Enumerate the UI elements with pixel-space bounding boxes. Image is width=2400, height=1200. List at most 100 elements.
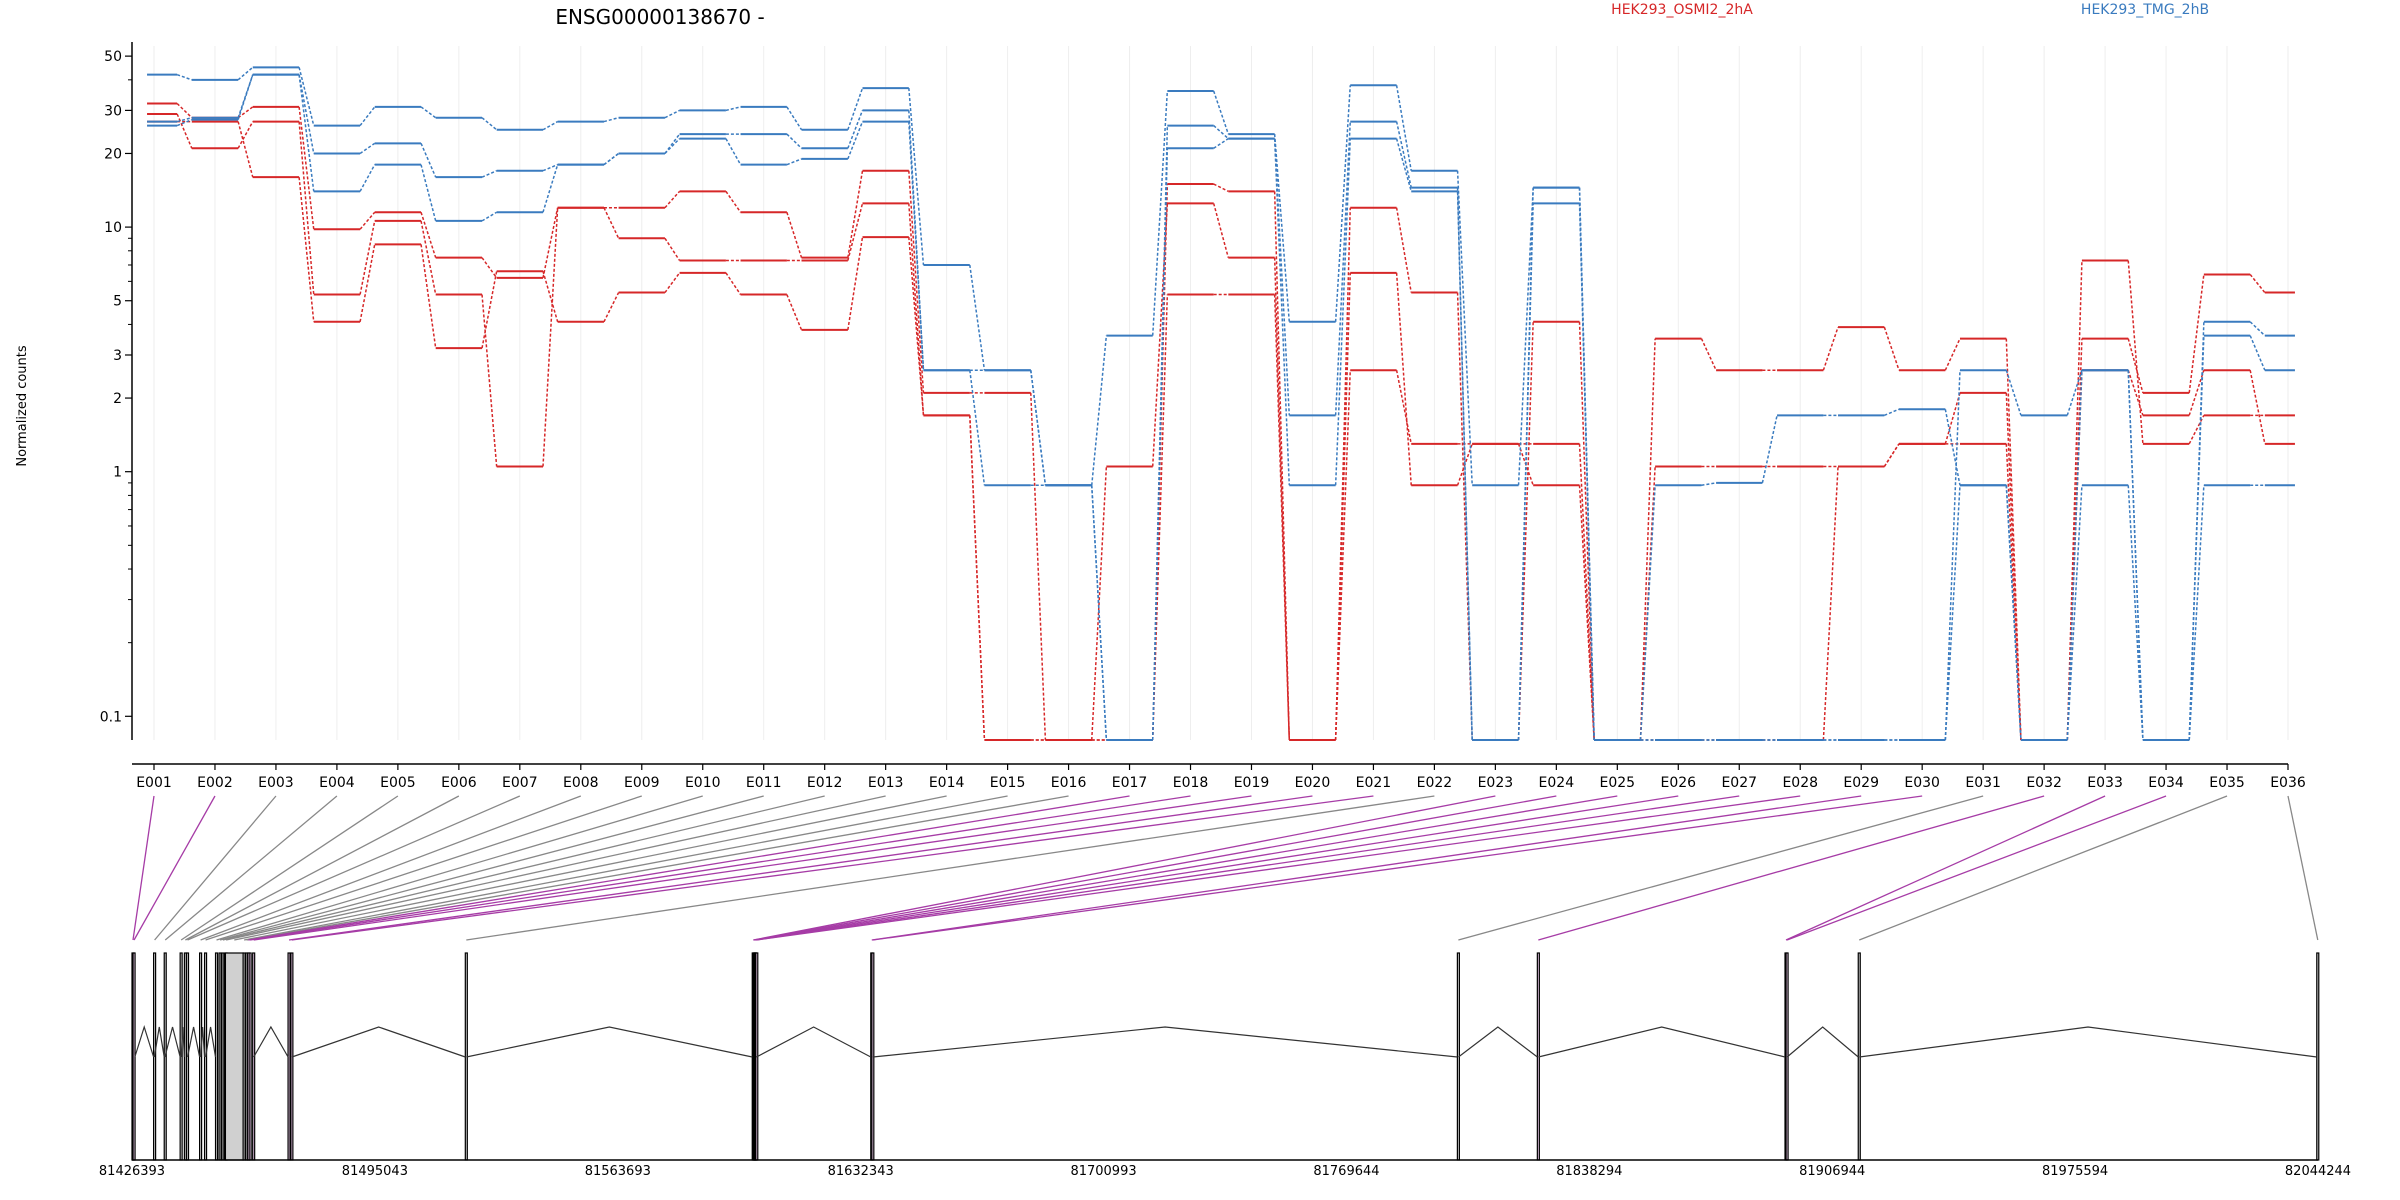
legend-label: HEK293_OSMI2_2hA — [1611, 2, 1753, 18]
connector-e013 — [225, 795, 886, 941]
intron-line — [164, 1026, 181, 1058]
exon-e018 — [248, 952, 252, 1161]
x-tick-label: E012 — [807, 775, 843, 791]
series-2 — [147, 112, 2295, 741]
coord-tick-label: 81563693 — [585, 1164, 651, 1179]
connector-e006 — [185, 795, 460, 941]
genomic-coordinate-axis: 81426393 81495043 81563693 81632343 81700993… — [99, 1159, 2351, 1179]
connector-e022 — [466, 795, 1435, 941]
connector-e002 — [133, 795, 216, 941]
x-tick-label: E002 — [197, 775, 233, 791]
connector-e025 — [754, 795, 1618, 941]
connector-e023 — [753, 795, 1496, 941]
x-tick-label: E036 — [2270, 775, 2306, 791]
y-tick-label: 5 — [113, 294, 122, 310]
intron-line — [186, 1026, 201, 1058]
x-tick-label: E007 — [502, 775, 538, 791]
x-tick-label: E024 — [1539, 775, 1575, 791]
series-transition-line — [176, 113, 2266, 741]
y-tick-label: 1 — [113, 465, 122, 481]
coord-tick-label: 81495043 — [342, 1164, 408, 1179]
coord-tick-label: 82044244 — [2285, 1164, 2351, 1179]
series-lines — [147, 66, 2295, 741]
coord-tick-label: 81632343 — [828, 1164, 894, 1179]
exon-e036 — [2316, 952, 2320, 1161]
x-tick-label: E017 — [1112, 775, 1148, 791]
coord-tick-label: 81769644 — [1313, 1164, 1379, 1179]
connector-e029 — [871, 795, 1862, 941]
exon-connectors — [132, 795, 2319, 941]
x-tick-label: E023 — [1478, 775, 1514, 791]
series-transition-line — [177, 120, 2265, 741]
x-tick-label: E029 — [1843, 775, 1879, 791]
connector-e010 — [216, 795, 703, 941]
connector-e021 — [291, 795, 1374, 941]
intron-line — [153, 1026, 165, 1058]
legend: HEK293_OSMI2_2hA HEK293_TMG_2hB — [1611, 2, 2209, 18]
x-tick-label: E032 — [2026, 775, 2062, 791]
x-tick-label: E027 — [1721, 775, 1757, 791]
x-tick-label: E035 — [2209, 775, 2245, 791]
x-tick-label: E026 — [1660, 775, 1696, 791]
connector-e005 — [180, 795, 399, 941]
intron-line — [756, 1026, 872, 1058]
connector-e036 — [2287, 795, 2319, 941]
series-5 — [147, 73, 2295, 741]
chart-title: ENSG00000138670 - — [555, 5, 764, 29]
connector-e016 — [246, 795, 1069, 941]
connector-e015 — [243, 795, 1008, 941]
x-tick-label: E025 — [1600, 775, 1636, 791]
x-tick-label: E020 — [1295, 775, 1331, 791]
x-tick-label: E009 — [624, 775, 660, 791]
x-tick-label: E030 — [1904, 775, 1940, 791]
connector-e011 — [219, 795, 764, 941]
x-tick-label: E021 — [1356, 775, 1392, 791]
x-tick-label: E033 — [2087, 775, 2123, 791]
gene-model — [131, 952, 2320, 1161]
connector-e033 — [1785, 795, 2106, 941]
connector-e034 — [1786, 795, 2167, 941]
x-tick-label: E003 — [258, 775, 294, 791]
intron-line — [872, 1026, 1458, 1058]
x-tick-label: E031 — [1965, 775, 2001, 791]
connector-e027 — [755, 795, 1740, 941]
exon-e011 — [218, 952, 222, 1161]
coord-tick-label: 81838294 — [1556, 1164, 1622, 1179]
exon-e014 — [224, 952, 244, 1161]
connector-e001 — [132, 795, 155, 941]
connector-e019 — [253, 795, 1252, 941]
intron-line — [466, 1026, 753, 1058]
coord-tick-label: 81700993 — [1070, 1164, 1136, 1179]
x-axis: E001 E002 E003 E004 E005 E006 E007 E008 E009 E010… — [132, 763, 2306, 791]
connector-e017 — [248, 795, 1130, 941]
legend-label: HEK293_TMG_2hB — [2081, 2, 2209, 18]
coord-tick-label: 81906944 — [1799, 1164, 1865, 1179]
connector-e032 — [1538, 795, 2045, 941]
y-axis-label: Normalized counts — [15, 345, 30, 467]
connector-e003 — [154, 795, 277, 941]
y-tick-label: 20 — [104, 146, 122, 162]
y-tick-label: 10 — [104, 220, 122, 236]
y-tick-label: 2 — [113, 391, 122, 407]
series-1 — [147, 102, 2295, 741]
coord-tick-label: 81426393 — [99, 1164, 165, 1179]
connector-e018 — [250, 795, 1191, 941]
exon-e012 — [221, 952, 225, 1161]
intron-line — [134, 1024, 155, 1058]
y-tick-label: 30 — [104, 103, 122, 119]
x-tick-label: E016 — [1051, 775, 1087, 791]
connector-e024 — [753, 795, 1557, 941]
intron-line — [253, 1025, 289, 1058]
y-tick-label: 0.1 — [100, 709, 122, 725]
x-tick-label: E006 — [441, 775, 477, 791]
coord-tick-label: 81975594 — [2042, 1164, 2108, 1179]
x-tick-label: E008 — [563, 775, 599, 791]
intron-line — [200, 1026, 206, 1058]
x-tick-label: E014 — [929, 775, 965, 791]
x-tick-label: E011 — [746, 775, 782, 791]
x-tick-label: E004 — [319, 775, 355, 791]
intron-line — [1786, 1026, 1859, 1058]
series-transition-line — [176, 74, 2265, 741]
series-3 — [147, 120, 2295, 741]
